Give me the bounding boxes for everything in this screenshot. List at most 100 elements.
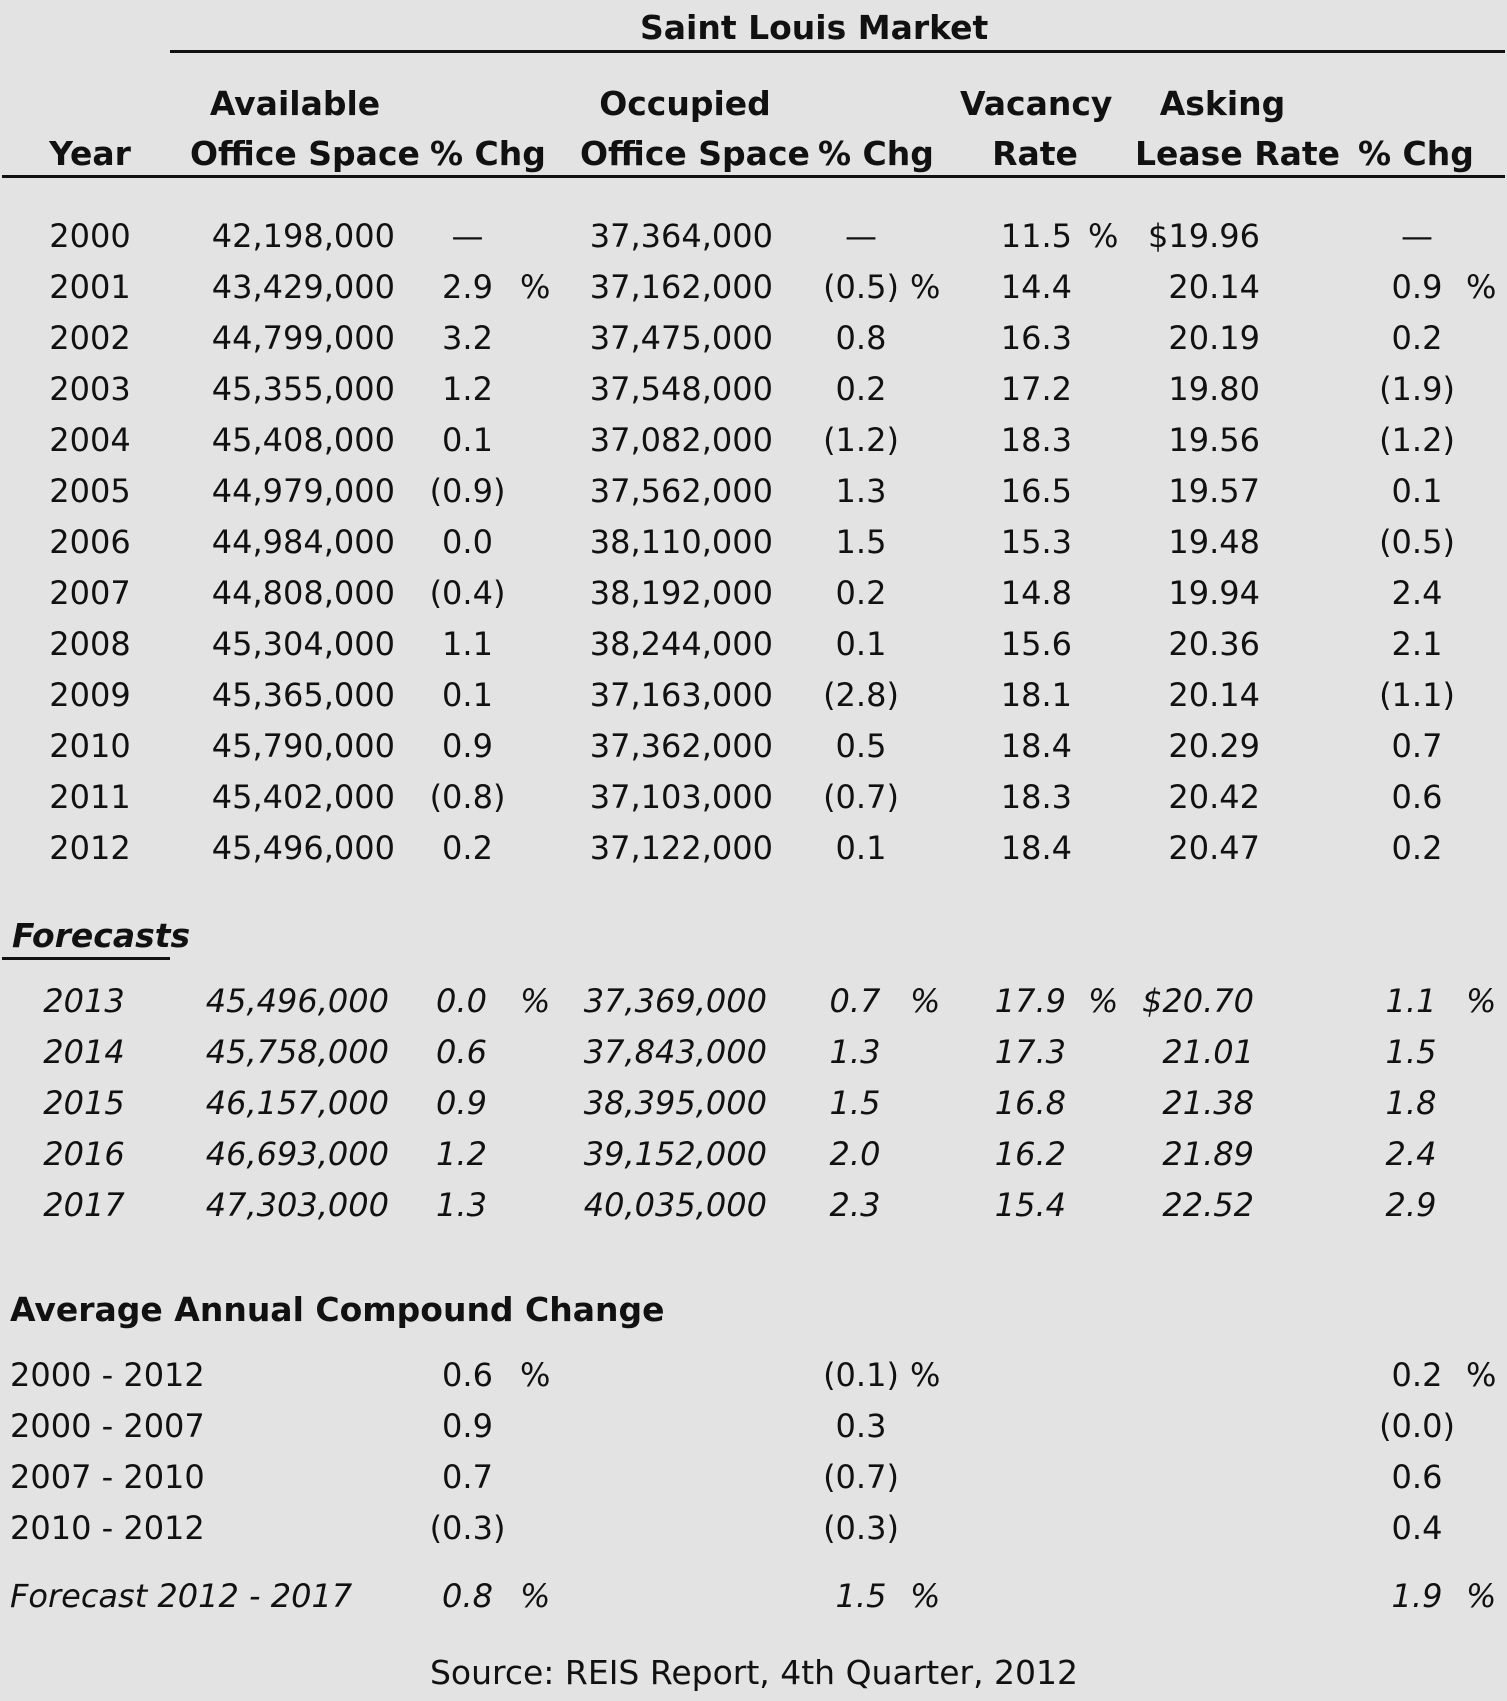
cell-vac: 16.5: [1000, 472, 1072, 510]
cell-chg2-pct: %: [910, 982, 941, 1020]
cell-chg2: (0.5): [823, 268, 899, 306]
cell-avail: 45,365,000: [211, 676, 395, 714]
cell-year: 2003: [49, 370, 131, 408]
header-chg-1: % Chg: [430, 134, 546, 173]
cell-ask: 20.14: [1168, 676, 1260, 714]
cell-year: 2002: [49, 319, 131, 357]
cell-year: 2014: [43, 1033, 125, 1071]
cell-chg3: (0.0): [1379, 1407, 1455, 1445]
cell-chg1: (0.4): [429, 574, 506, 612]
cell-vac: 18.3: [1000, 778, 1072, 816]
header-occupied-1: Occupied: [599, 84, 771, 123]
cell-period: 2010 - 2012: [10, 1509, 205, 1547]
cell-avail: 45,758,000: [205, 1033, 389, 1071]
header-chg-2: % Chg: [818, 134, 934, 173]
cell-chg3-pct: %: [1466, 1356, 1497, 1394]
cell-avail: 44,984,000: [211, 523, 395, 561]
cell-chg2: 1.3: [829, 1033, 881, 1071]
cell-avail: 44,799,000: [211, 319, 395, 357]
cell-chg3: 1.5: [1385, 1033, 1437, 1071]
cell-chg2: 2.0: [829, 1135, 881, 1173]
cell-chg2: (2.8): [823, 676, 899, 714]
header-asking-2: Lease Rate: [1135, 134, 1341, 173]
cell-period: 2007 - 2010: [10, 1458, 205, 1496]
cell-avail: 46,693,000: [205, 1135, 389, 1173]
cell-ask: 21.01: [1162, 1033, 1254, 1071]
cell-ask: 20.47: [1168, 829, 1260, 867]
cell-chg1: 1.1: [442, 625, 493, 663]
cell-occ: 38,192,000: [589, 574, 773, 612]
cell-avail: 46,157,000: [205, 1084, 389, 1122]
header-vacancy-1: Vacancy: [960, 84, 1113, 123]
cell-chg2: 0.2: [835, 370, 887, 408]
cell-chg1: 0.2: [442, 829, 493, 867]
cell-chg1: 0.6: [436, 1033, 487, 1071]
cell-avail: 44,808,000: [211, 574, 395, 612]
cell-chg2: 0.1: [835, 829, 887, 867]
cell-chg3: 0.6: [1391, 778, 1443, 816]
cell-chg2: (1.2): [823, 421, 899, 459]
cell-chg2: 1.3: [835, 472, 887, 510]
cell-vac: 17.9: [994, 982, 1066, 1020]
cell-year: 2006: [49, 523, 131, 561]
cell-chg1: 0.1: [442, 421, 493, 459]
cell-chg3-pct: %: [1466, 268, 1497, 306]
header-vacancy-2: Rate: [992, 134, 1078, 173]
cell-ask: 20.36: [1168, 625, 1260, 663]
cell-chg1: 0.0: [442, 523, 493, 561]
cell-chg2: 1.5: [835, 1577, 887, 1615]
cell-vac: 18.4: [1000, 727, 1072, 765]
cell-period: Forecast 2012 - 2017: [10, 1577, 353, 1615]
cell-year: 2017: [43, 1186, 125, 1224]
cell-year: 2013: [43, 982, 125, 1020]
cell-chg1: (0.3): [429, 1509, 506, 1547]
cell-chg1: 0.9: [436, 1084, 487, 1122]
cell-chg2: 0.5: [835, 727, 887, 765]
cell-chg1: 0.8: [442, 1577, 493, 1615]
cell-chg3: 1.9: [1391, 1577, 1443, 1615]
cell-ask: 19.48: [1168, 523, 1260, 561]
header-available-1: Available: [209, 84, 381, 123]
cell-chg2: 1.5: [835, 523, 887, 561]
cell-chg1-pct: %: [520, 268, 551, 306]
cell-chg2: 2.3: [829, 1186, 881, 1224]
cell-avail: 43,429,000: [211, 268, 395, 306]
cell-occ: 39,152,000: [583, 1135, 767, 1173]
cell-chg3: 0.2: [1391, 319, 1443, 357]
cell-chg2: 0.7: [829, 982, 881, 1020]
cell-chg2: 0.8: [835, 319, 887, 357]
cell-occ: 37,843,000: [583, 1033, 767, 1071]
cell-vac: 14.4: [1000, 268, 1072, 306]
cell-chg2-pct: %: [910, 1577, 941, 1615]
title-underline: [170, 50, 1505, 53]
header-available-2: Office Space: [190, 134, 420, 173]
cell-avail: 45,304,000: [211, 625, 395, 663]
cell-ask: $19.96: [1148, 217, 1260, 255]
cell-chg1: 1.2: [436, 1135, 487, 1173]
cell-chg2: (0.7): [823, 1458, 899, 1496]
cell-ask: 20.29: [1168, 727, 1260, 765]
cell-vac-pct: %: [1088, 217, 1119, 255]
cell-avail: 45,402,000: [211, 778, 395, 816]
cell-occ: 37,369,000: [583, 982, 767, 1020]
cell-chg1: 1.2: [442, 370, 493, 408]
cell-vac: 15.3: [1000, 523, 1072, 561]
cell-avail: 45,408,000: [211, 421, 395, 459]
cell-ask: 19.80: [1168, 370, 1260, 408]
cell-ask: 20.19: [1168, 319, 1260, 357]
header-occupied-2: Office Space: [580, 134, 810, 173]
header-chg-3: % Chg: [1358, 134, 1474, 173]
cell-year: 2009: [49, 676, 131, 714]
cell-occ: 38,110,000: [589, 523, 773, 561]
cell-chg3: 0.6: [1391, 1458, 1443, 1496]
cell-vac: 15.6: [1000, 625, 1072, 663]
cell-vac: 18.3: [1000, 421, 1072, 459]
cell-chg1: 0.6: [442, 1356, 493, 1394]
cell-chg2: 1.5: [829, 1084, 881, 1122]
cell-vac: 18.1: [1000, 676, 1072, 714]
cell-vac: 17.2: [1000, 370, 1072, 408]
cell-occ: 37,562,000: [589, 472, 773, 510]
aacc-heading: Average Annual Compound Change: [10, 1290, 665, 1329]
cell-year: 2008: [49, 625, 131, 663]
header-year: Year: [49, 134, 131, 173]
